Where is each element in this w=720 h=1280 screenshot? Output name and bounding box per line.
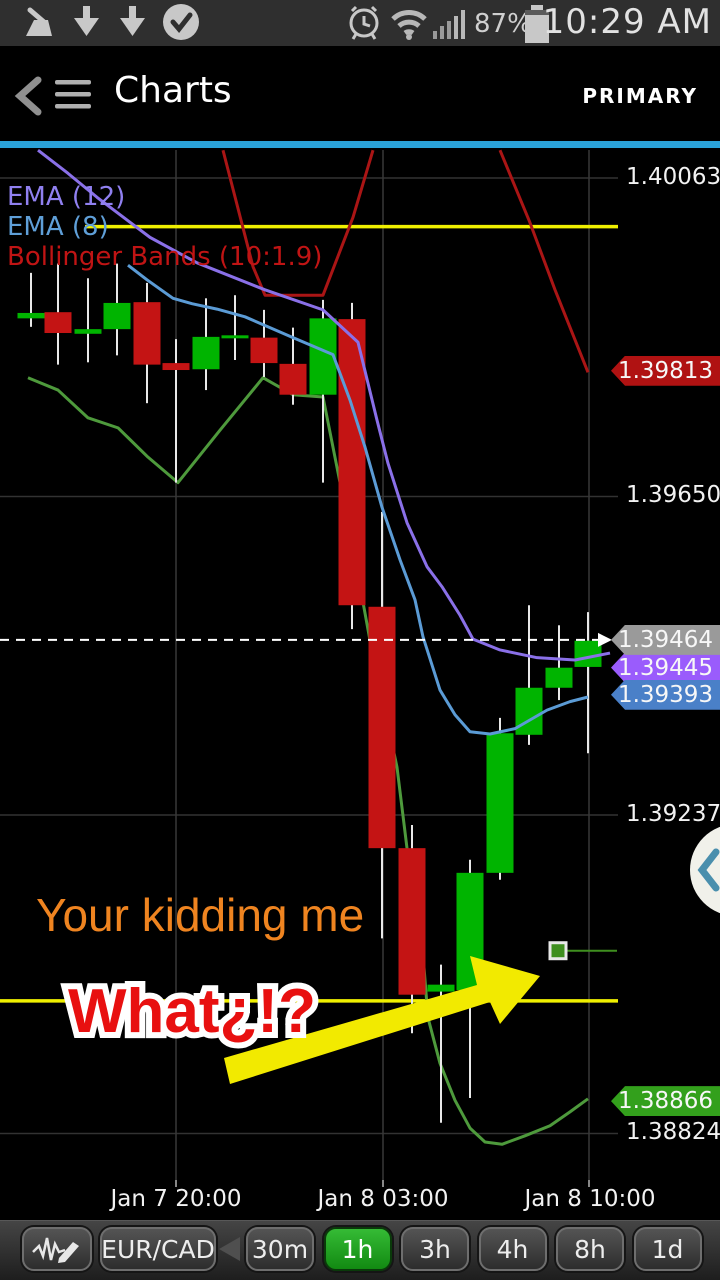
status-bar: 87% 10:29 AM: [0, 0, 720, 46]
time-axis-label: Jan 8 10:00: [524, 1186, 656, 1212]
menu-icon[interactable]: [54, 78, 94, 114]
candle-body: [545, 667, 573, 688]
account-label[interactable]: PRIMARY: [582, 84, 698, 108]
legend-ema8: EMA (8): [7, 212, 109, 242]
panel-expand-button[interactable]: [690, 824, 720, 916]
candle-body: [192, 336, 220, 370]
price-axis-label: 1.38824: [626, 1119, 720, 1146]
app-header: Charts PRIMARY: [0, 46, 720, 141]
battery-icon: [525, 5, 549, 43]
annotation-arrow: [224, 956, 540, 1084]
price-tag-bollinger-upper: 1.39813: [611, 355, 720, 386]
candle-body: [74, 329, 102, 334]
left-chevron-icon: [697, 848, 720, 892]
symbol-label: EUR/CAD: [101, 1234, 215, 1264]
candle-body: [338, 319, 366, 606]
candle-body: [103, 302, 131, 330]
bollinger-upper-line: [498, 149, 590, 373]
bollinger-upper-line: [221, 149, 375, 297]
price-axis-label: 1.40063: [626, 164, 720, 190]
page-title: Charts: [114, 70, 232, 111]
candle-body: [486, 733, 514, 873]
timeframe-button-3h[interactable]: 3h: [401, 1227, 469, 1271]
candle-body: [309, 318, 337, 395]
annotation-text: Your kidding me: [36, 889, 365, 941]
ema12-line: [37, 149, 611, 662]
price-tag-ema8-value: 1.39393: [611, 679, 720, 710]
download-icon: [120, 6, 145, 36]
timeframe-button-1d[interactable]: 1d: [633, 1227, 702, 1271]
price-tag-bollinger-lower: 1.38866: [611, 1086, 720, 1117]
alarm-icon: [349, 5, 379, 40]
header-divider: [0, 141, 720, 148]
check-circle-icon: [163, 4, 199, 40]
bottom-toolbar: EUR/CAD 30m 1h 3h 4h 8h 1d: [0, 1220, 720, 1280]
legend-bollinger: Bollinger Bands (10:1.9): [7, 242, 323, 272]
current-price-pointer: [598, 632, 612, 647]
battery-percent: 87%: [474, 9, 532, 39]
timeframe-button-4h[interactable]: 4h: [478, 1227, 547, 1271]
candle-body: [250, 337, 278, 364]
time-axis-label: Jan 8 03:00: [317, 1186, 449, 1212]
time-axis-label: Jan 7 20:00: [110, 1186, 242, 1212]
candle-body: [133, 302, 161, 365]
signal-icon: [433, 10, 465, 39]
price-tag-ema12-value: 1.39445: [611, 652, 720, 683]
candle-body: [221, 335, 249, 339]
candle-body: [515, 687, 543, 735]
back-icon[interactable]: [10, 74, 46, 118]
price-axis-label: 1.39650: [626, 482, 720, 509]
timeframe-button-8h[interactable]: 8h: [556, 1227, 624, 1271]
price-tag-last-price: 1.39464: [611, 624, 720, 655]
download-icon: [74, 6, 99, 36]
timeframe-button-1h[interactable]: 1h: [323, 1227, 392, 1271]
candle-body: [574, 640, 602, 667]
broom-icon: [26, 7, 52, 36]
candle-body: [427, 984, 455, 992]
clock-time: 10:29 AM: [542, 2, 712, 42]
chart-style-button[interactable]: [22, 1227, 92, 1271]
symbol-button[interactable]: EUR/CAD: [100, 1227, 216, 1271]
wifi-icon: [391, 10, 427, 40]
candle-body: [279, 363, 307, 395]
ema8-line: [127, 263, 589, 736]
timeframe-button-30m[interactable]: 30m: [246, 1227, 314, 1271]
order-marker: [548, 941, 568, 961]
candle-body: [162, 363, 190, 371]
candle-body: [398, 848, 426, 995]
waveform-pencil-icon: [32, 1237, 79, 1263]
candle-body: [44, 312, 72, 334]
left-triangle-icon[interactable]: [219, 1237, 240, 1261]
legend-ema12: EMA (12): [7, 182, 126, 212]
price-axis-label: 1.39237: [626, 800, 720, 827]
candle-body: [368, 606, 396, 849]
candle-body: [17, 312, 45, 319]
